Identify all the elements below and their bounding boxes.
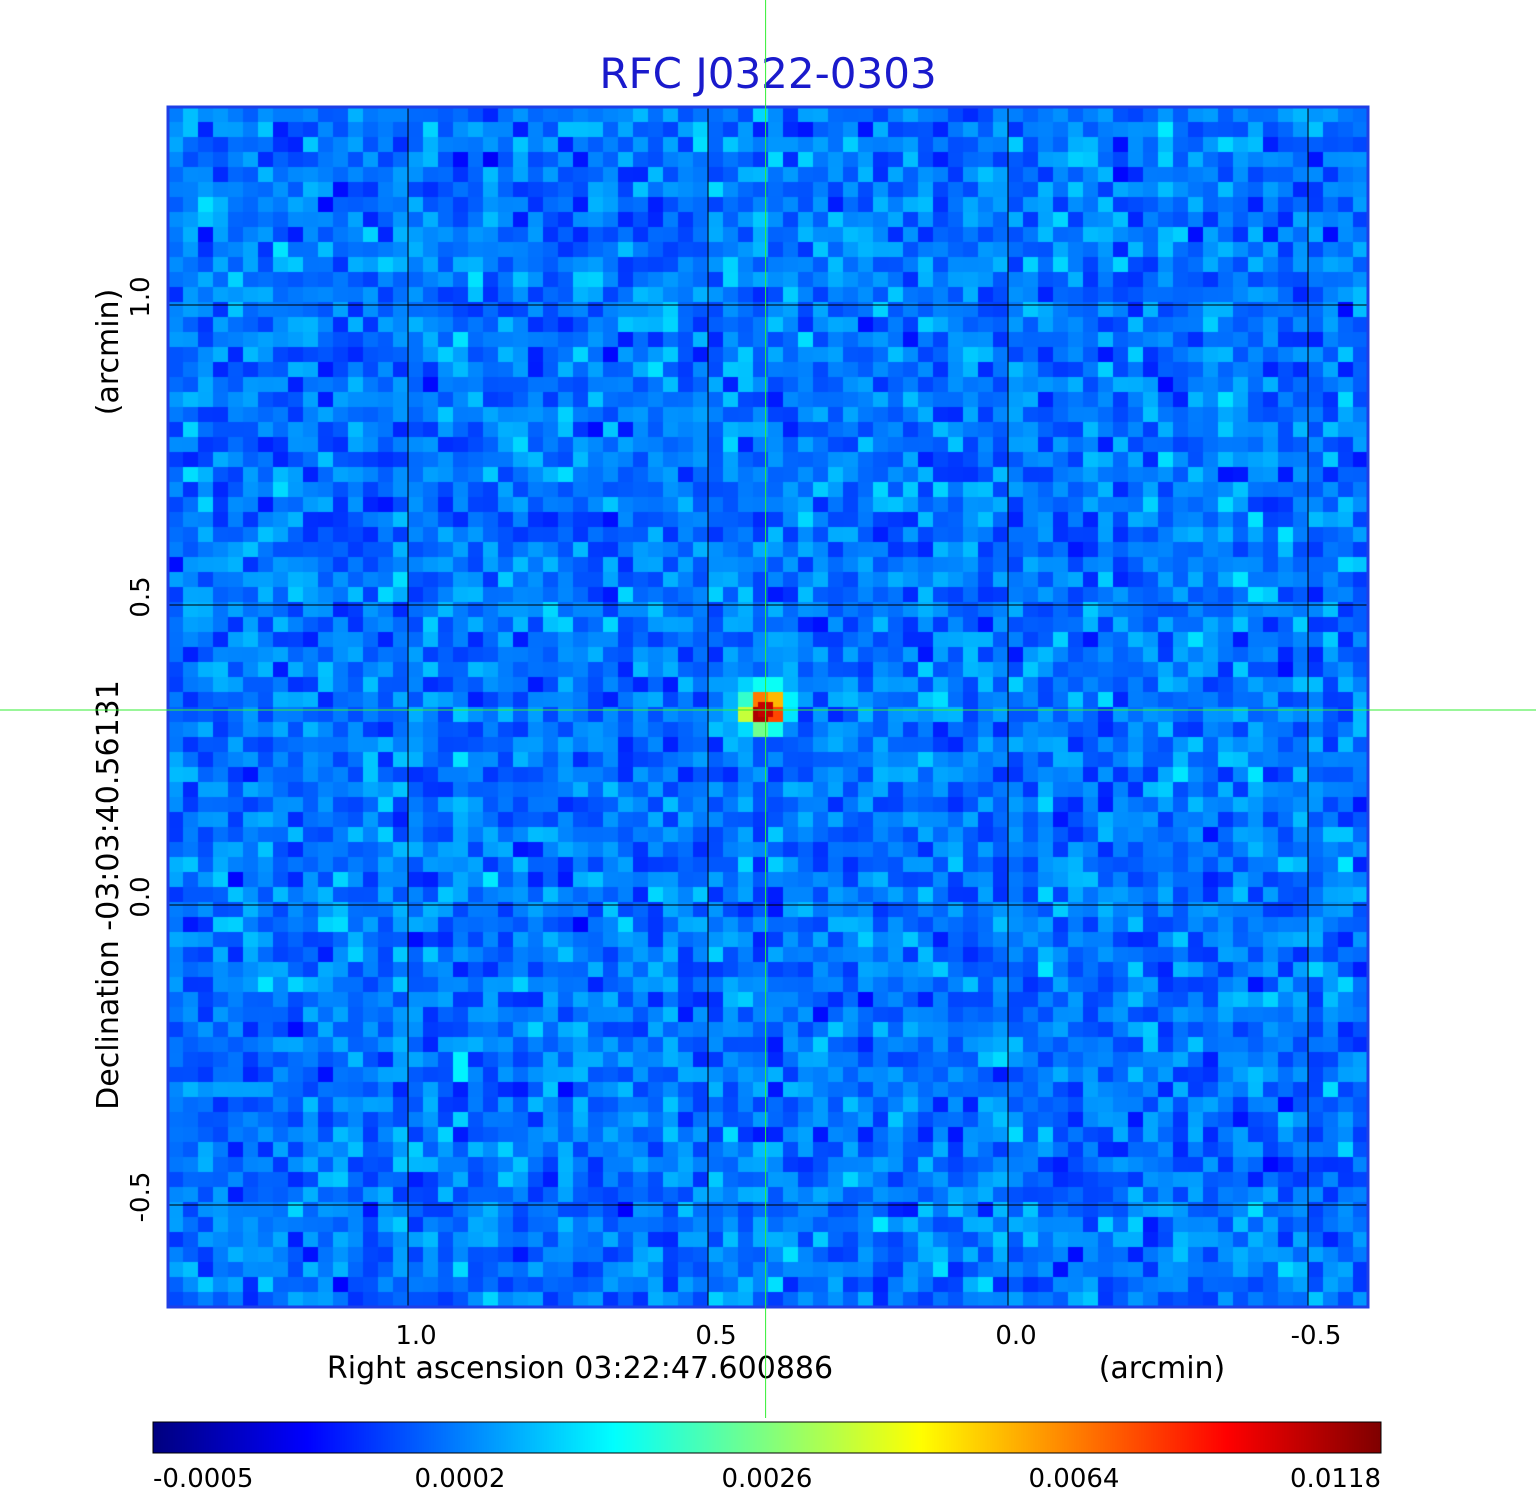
colorbar-tick-label-0: -0.0005: [153, 1464, 253, 1494]
colorbar-tick-label-2: 0.0026: [722, 1464, 813, 1494]
x-tick-label-2: 0.0: [995, 1321, 1036, 1351]
y-tick-label-2: 0.0: [126, 876, 156, 917]
x-tick-label-3: -0.5: [1291, 1321, 1342, 1351]
x-axis-label: Right ascension 03:22:47.600886: [327, 1351, 833, 1386]
x-axis-unit: (arcmin): [1099, 1351, 1226, 1386]
y-tick-label-3: -0.5: [126, 1172, 156, 1223]
y-tick-label-1: 0.5: [126, 576, 156, 617]
colorbar-tick-label-1: 0.0002: [415, 1464, 506, 1494]
chart-title: RFC J0322-0303: [599, 49, 936, 98]
y-axis-label: Declination -03:03:40.56131: [91, 680, 126, 1110]
colorbar-tick-labels: -0.0005 0.0002 0.0026 0.0064 0.0118: [153, 1464, 1381, 1494]
y-axis-unit: (arcmin): [91, 289, 126, 416]
x-tick-label-0: 1.0: [395, 1321, 436, 1351]
colorbar-tick-label-3: 0.0064: [1029, 1464, 1120, 1494]
y-tick-labels: 1.0 0.5 0.0 -0.5: [126, 276, 156, 1222]
intensity-map: [168, 107, 1368, 1307]
colorbar: [153, 1422, 1381, 1453]
y-tick-label-0: 1.0: [126, 276, 156, 317]
x-tick-label-1: 0.5: [695, 1321, 736, 1351]
colorbar-tick-label-4: 0.0118: [1290, 1464, 1381, 1494]
x-tick-labels: 1.0 0.5 0.0 -0.5: [395, 1321, 1341, 1351]
